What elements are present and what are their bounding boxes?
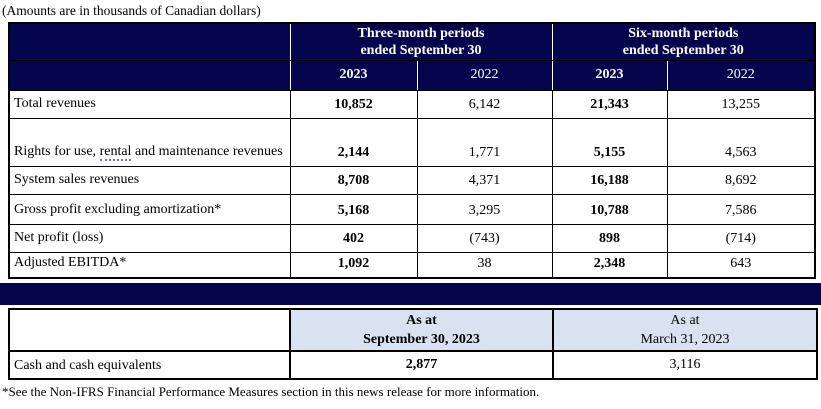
header-empty-cell [9, 60, 290, 91]
value-3mo-2023: 8,708 [289, 165, 418, 195]
six-month-period-header: Six-month periods ended September 30 [551, 23, 816, 61]
value-3mo-2023: 10,852 [289, 89, 418, 119]
section-separator-bar [0, 283, 821, 305]
spellcheck-underlined-word: rental [99, 143, 132, 161]
header-empty-cell [8, 308, 291, 352]
value-3mo-2022: 3,295 [416, 193, 553, 225]
year-header-6mo-2023: 2023 [551, 60, 668, 91]
value-3mo-2022: 38 [416, 251, 553, 279]
year-header-3mo-2023: 2023 [289, 60, 417, 91]
header-empty-cell [9, 23, 290, 61]
row-label: Rights for use, rental and maintenance r… [8, 117, 291, 167]
cash-position-table: As at September 30, 2023 As at March 31,… [8, 308, 818, 380]
cash-value-september: 2,877 [289, 350, 554, 380]
as-at-march-header: As at March 31, 2023 [552, 308, 818, 352]
value-6mo-2022: 643 [666, 251, 816, 279]
table-row-total-revenues: Total revenues 10,852 6,142 21,343 13,25… [8, 89, 816, 119]
label-text: Rights for use, [14, 143, 100, 159]
table-row-adjusted-ebitda: Adjusted EBITDA* 1,092 38 2,348 643 [8, 251, 816, 279]
year-header-3mo-2022: 2022 [416, 60, 553, 91]
row-label: Cash and cash equivalents [8, 350, 291, 380]
value-3mo-2022: 4,371 [416, 165, 553, 195]
value-6mo-2023: 10,788 [551, 193, 668, 225]
as-at-header-row: As at September 30, 2023 As at March 31,… [8, 308, 818, 352]
value-3mo-2023: 1,092 [289, 251, 418, 279]
cash-value-march: 3,116 [552, 350, 818, 380]
value-6mo-2022: 7,586 [666, 193, 816, 225]
value-3mo-2023: 2,144 [289, 117, 418, 167]
three-month-period-header: Three-month periods ended September 30 [289, 23, 553, 61]
row-label: Net profit (loss) [8, 223, 291, 253]
value-6mo-2022: 13,255 [666, 89, 816, 119]
row-label: Total revenues [8, 89, 291, 119]
as-at-september-header: As at September 30, 2023 [289, 308, 554, 352]
label-text: and maintenance revenues [131, 143, 283, 159]
row-label: System sales revenues [8, 165, 291, 195]
amounts-note: (Amounts are in thousands of Canadian do… [2, 3, 261, 18]
value-6mo-2023: 2,348 [551, 251, 668, 279]
value-3mo-2023: 5,168 [289, 193, 418, 225]
non-ifrs-footnote: *See the Non-IFRS Financial Performance … [2, 384, 540, 399]
value-3mo-2022: (743) [416, 223, 553, 253]
value-3mo-2022: 6,142 [416, 89, 553, 119]
year-header-row: 2023 2022 2023 2022 [9, 60, 816, 91]
period-group-header-row: Three-month periods ended September 30 S… [9, 23, 816, 61]
row-label: Adjusted EBITDA* [8, 251, 291, 279]
value-3mo-2023: 402 [289, 223, 418, 253]
table-row-net-profit: Net profit (loss) 402 (743) 898 (714) [8, 223, 816, 253]
table-row-cash-equivalents: Cash and cash equivalents 2,877 3,116 [8, 350, 818, 380]
value-3mo-2022: 1,771 [416, 117, 553, 167]
value-6mo-2023: 898 [551, 223, 668, 253]
financial-results-table: Three-month periods ended September 30 S… [8, 22, 817, 279]
value-6mo-2023: 16,188 [551, 165, 668, 195]
value-6mo-2022: 4,563 [666, 117, 816, 167]
table-row-gross-profit: Gross profit excluding amortization* 5,1… [8, 193, 816, 225]
value-6mo-2022: (714) [666, 223, 816, 253]
value-6mo-2023: 5,155 [551, 117, 668, 167]
row-label: Gross profit excluding amortization* [8, 193, 291, 225]
value-6mo-2023: 21,343 [551, 89, 668, 119]
year-header-6mo-2022: 2022 [666, 60, 816, 91]
table-row-rights-for-use: Rights for use, rental and maintenance r… [8, 117, 816, 167]
value-6mo-2022: 8,692 [666, 165, 816, 195]
table-row-system-sales: System sales revenues 8,708 4,371 16,188… [8, 165, 816, 195]
